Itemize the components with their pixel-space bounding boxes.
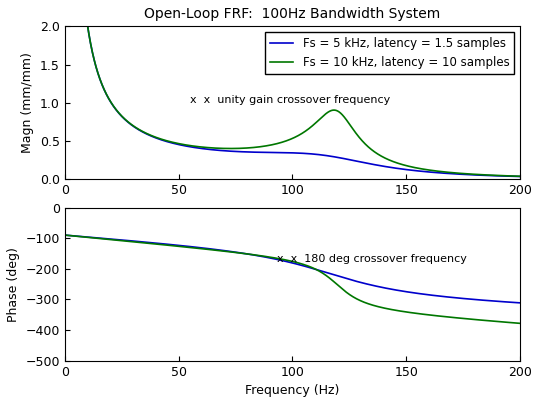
Line: Fs = 5 kHz, latency = 1.5 samples: Fs = 5 kHz, latency = 1.5 samples [66, 0, 520, 177]
Fs = 5 kHz, latency = 1.5 samples [508, 174, 514, 179]
Fs = 5 kHz, latency = 1.5 samples [142, 130, 148, 135]
Fs = 10 kHz, latency = 10 samples [237, 146, 244, 151]
Fs = 5 kHz, latency = 1.5 samples [459, 172, 466, 177]
Fs = 5 kHz, latency = 1.5 samples [115, 109, 121, 114]
Y-axis label: Magn (mm/mm): Magn (mm/mm) [22, 53, 34, 153]
X-axis label: Frequency (Hz): Frequency (Hz) [245, 384, 340, 397]
Fs = 5 kHz, latency = 1.5 samples [237, 149, 244, 154]
Fs = 5 kHz, latency = 1.5 samples [517, 174, 523, 179]
Fs = 5 kHz, latency = 1.5 samples [257, 150, 263, 155]
Fs = 10 kHz, latency = 10 samples [517, 174, 523, 179]
Line: Fs = 10 kHz, latency = 10 samples: Fs = 10 kHz, latency = 10 samples [66, 0, 520, 176]
Fs = 10 kHz, latency = 10 samples [115, 109, 121, 114]
Y-axis label: Phase (deg): Phase (deg) [7, 247, 20, 322]
Legend: Fs = 5 kHz, latency = 1.5 samples, Fs = 10 kHz, latency = 10 samples: Fs = 5 kHz, latency = 1.5 samples, Fs = … [265, 32, 514, 74]
Fs = 10 kHz, latency = 10 samples [142, 130, 148, 135]
Text: x  x  180 deg crossover frequency: x x 180 deg crossover frequency [277, 254, 466, 264]
Title: Open-Loop FRF:  100Hz Bandwidth System: Open-Loop FRF: 100Hz Bandwidth System [144, 7, 440, 21]
Text: x  x  unity gain crossover frequency: x x unity gain crossover frequency [190, 95, 390, 105]
Fs = 10 kHz, latency = 10 samples [508, 174, 514, 179]
Fs = 10 kHz, latency = 10 samples [459, 171, 466, 176]
Fs = 10 kHz, latency = 10 samples [257, 144, 263, 149]
